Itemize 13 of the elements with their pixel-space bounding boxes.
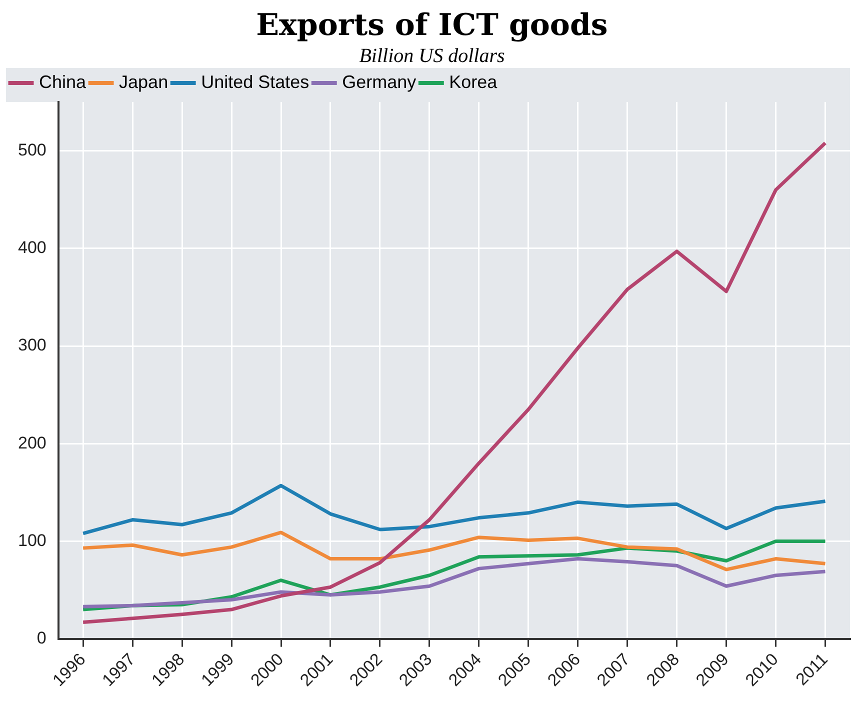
legend-label: Germany: [342, 72, 416, 92]
legend-label: Korea: [449, 72, 498, 92]
y-tick-label: 200: [18, 433, 46, 452]
legend-label: Japan: [119, 72, 168, 92]
chart-title: Exports of ICT goods: [255, 8, 609, 43]
y-tick-label: 500: [18, 140, 46, 160]
y-tick-label: 400: [18, 238, 46, 258]
legend-label: United States: [201, 72, 310, 92]
y-tick-label: 300: [18, 336, 46, 355]
chart-subtitle: Billion US dollars: [358, 45, 506, 68]
legend-label: China: [39, 72, 88, 92]
y-tick-label: 100: [18, 530, 46, 550]
y-tick-label: 0: [36, 628, 46, 648]
